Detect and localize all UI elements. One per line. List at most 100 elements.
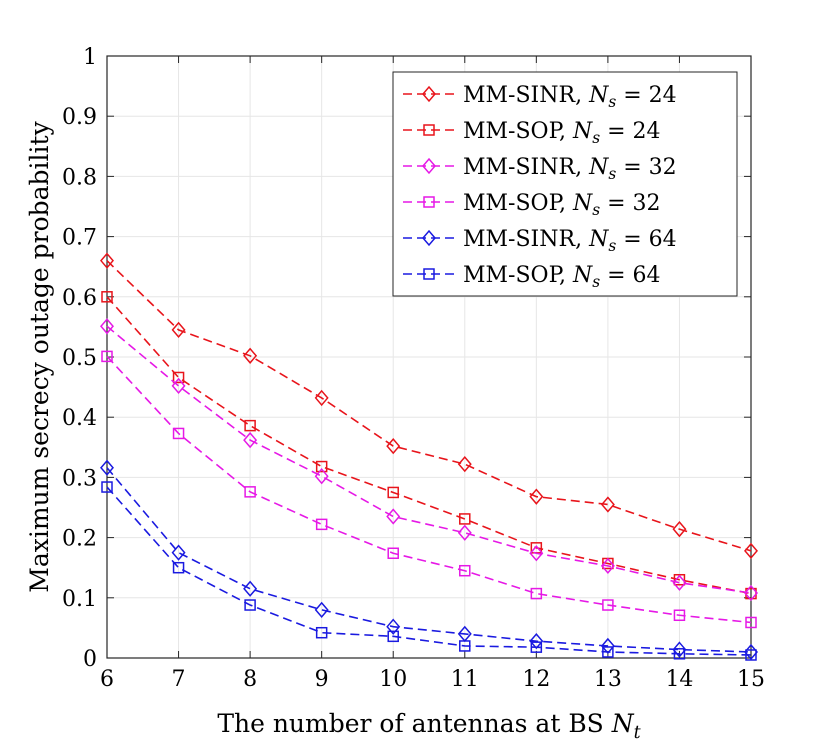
legend-item: MM-SOP, Ns = 64 (403, 263, 661, 291)
y-tick-label: 0.7 (62, 226, 97, 251)
legend-label: MM-SOP, Ns = 64 (463, 263, 661, 291)
data-point (672, 574, 687, 591)
y-tick-label: 0.6 (62, 286, 97, 311)
x-tick-label: 6 (100, 667, 114, 692)
x-tick-label: 11 (451, 667, 479, 692)
legend-label: MM-SOP, Ns = 32 (463, 191, 661, 219)
x-tick-label: 10 (379, 667, 407, 692)
series-line (106, 355, 752, 624)
data-point (315, 626, 328, 639)
data-point (387, 547, 399, 560)
data-point (600, 557, 615, 575)
data-point (314, 601, 329, 618)
y-tick-label: 0.9 (62, 105, 97, 130)
legend-label: MM-SOP, Ns = 24 (463, 119, 661, 147)
series-5 (100, 459, 758, 661)
legend-box (392, 71, 738, 297)
y-tick-label: 0 (83, 647, 97, 672)
data-point (457, 456, 472, 473)
data-point (600, 637, 615, 655)
series-line (106, 325, 752, 594)
data-point (459, 640, 471, 652)
data-point (171, 544, 186, 561)
data-point (315, 518, 328, 531)
data-point (387, 630, 399, 643)
x-tick-label: 15 (737, 667, 765, 692)
series-line (106, 467, 752, 653)
legend-marker (422, 85, 436, 103)
y-tick-label: 0.4 (62, 406, 97, 431)
y-tick-label: 0.1 (62, 587, 97, 612)
data-point (387, 486, 399, 499)
series-4 (101, 350, 757, 629)
data-point (673, 648, 686, 660)
data-point (171, 321, 186, 339)
data-point (744, 542, 758, 559)
data-point (530, 587, 543, 600)
data-point (100, 459, 114, 476)
data-point (529, 545, 544, 562)
data-point (244, 486, 256, 498)
data-point (672, 641, 687, 658)
x-tick-label: 7 (172, 667, 186, 692)
data-point (600, 496, 615, 513)
series-line (106, 296, 752, 595)
data-point (529, 632, 544, 650)
data-point (602, 599, 614, 611)
data-point (745, 616, 757, 629)
legend-label: MM-SINR, Ns = 32 (463, 155, 677, 183)
x-tick-label: 14 (665, 667, 693, 692)
data-point (314, 468, 329, 485)
data-point (672, 521, 687, 538)
data-point (100, 252, 114, 269)
legend: MM-SINR, Ns = 24 MM-SOP, Ns = 24 MM-SINR, … (392, 71, 738, 297)
legend-marker (422, 157, 436, 175)
legend-item: MM-SOP, Ns = 24 (403, 119, 661, 147)
data-point (457, 524, 472, 541)
data-point (602, 646, 614, 658)
data-point (243, 580, 258, 597)
data-point (172, 371, 185, 384)
data-point (386, 508, 401, 525)
x-tick-label: 9 (315, 667, 329, 692)
legend-label: MM-SINR, Ns = 24 (463, 83, 677, 111)
x-tick-label: 13 (594, 667, 622, 692)
y-axis-label: Maximum secrecy outage probability (25, 120, 54, 592)
legend-marker (423, 268, 435, 280)
legend-item: MM-SINR, Ns = 24 (403, 83, 677, 111)
data-point (745, 649, 757, 661)
data-point (101, 481, 113, 493)
legend-item: MM-SINR, Ns = 64 (403, 227, 677, 255)
data-point (386, 437, 401, 455)
data-point (244, 599, 256, 611)
y-tick-label: 1 (83, 45, 97, 70)
data-point (315, 460, 328, 473)
data-point (243, 431, 258, 449)
data-point (171, 377, 186, 395)
legend-item: MM-SOP, Ns = 32 (403, 191, 661, 219)
data-point (673, 609, 686, 622)
data-point (101, 350, 113, 363)
data-point (529, 488, 544, 505)
legend-marker (422, 229, 436, 247)
data-point (244, 419, 256, 432)
data-point (530, 641, 543, 653)
y-tick-label: 0.2 (62, 527, 97, 552)
legend-marker (423, 124, 435, 136)
y-tick-label: 0.5 (62, 346, 97, 371)
legend-item: MM-SINR, Ns = 32 (403, 155, 677, 183)
data-point (459, 513, 471, 525)
x-tick-label: 12 (522, 667, 550, 692)
x-axis-label: The number of antennas at BS Nt (217, 709, 641, 743)
data-point (172, 561, 185, 574)
series-line (106, 486, 752, 656)
x-tick-label: 8 (243, 667, 257, 692)
data-point (314, 389, 329, 407)
y-tick-label: 0.3 (62, 466, 97, 491)
data-point (100, 318, 114, 335)
legend-marker (423, 196, 435, 208)
data-point (744, 584, 758, 602)
series-1 (100, 252, 758, 559)
